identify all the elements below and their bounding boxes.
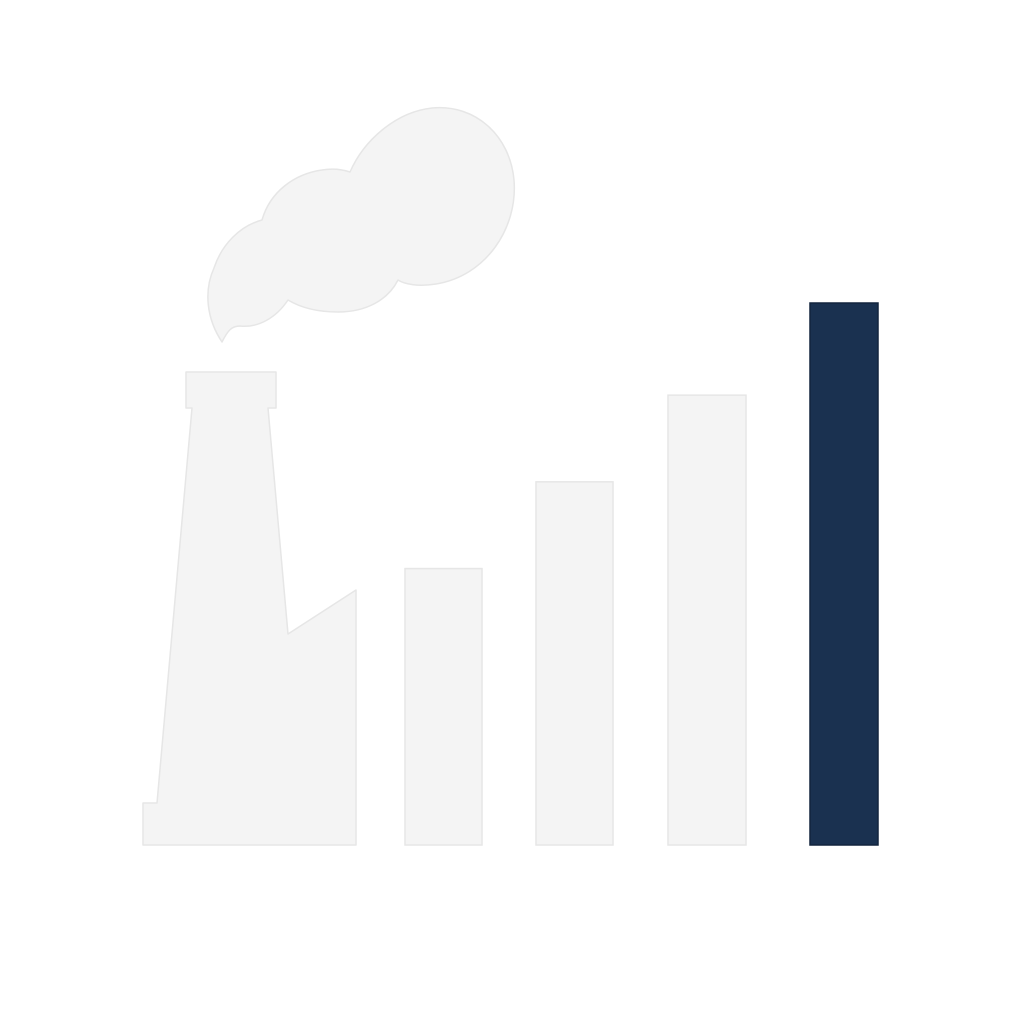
bar-3 [667,394,747,846]
factory-building-icon [142,371,357,846]
bar-4 [809,302,879,846]
bar-group [404,302,879,846]
bar-2 [535,481,614,846]
bar-1 [404,567,483,846]
factory-icon [142,106,516,846]
smoke-cloud-icon [207,106,516,343]
